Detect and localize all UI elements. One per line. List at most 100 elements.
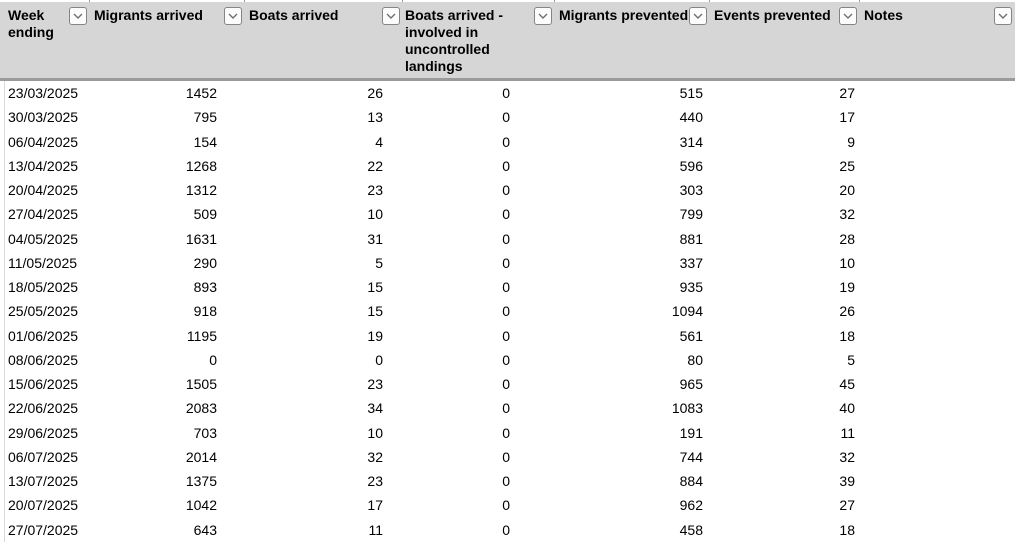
cell-migrants-prevented[interactable]: 1094: [671, 303, 703, 320]
cell-boats-uncontrolled[interactable]: 0: [502, 351, 510, 368]
cell-boats-arrived[interactable]: 34: [367, 400, 383, 417]
cell-migrants-prevented[interactable]: 440: [679, 109, 703, 126]
cell-week-ending[interactable]: 15/06/2025: [8, 376, 79, 392]
cell-boats-arrived[interactable]: 23: [367, 473, 383, 489]
cell-events-prevented[interactable]: 32: [839, 206, 855, 223]
cell-notes[interactable]: [860, 445, 1015, 469]
cell-migrants-prevented[interactable]: 561: [679, 327, 703, 344]
cell-notes[interactable]: [860, 251, 1015, 275]
filter-dropdown-week-ending[interactable]: [69, 7, 87, 25]
cell-migrants-prevented[interactable]: 1083: [671, 400, 703, 417]
cell-migrants-arrived[interactable]: 918: [193, 303, 217, 320]
cell-migrants-prevented[interactable]: 515: [679, 85, 703, 101]
cell-week-ending[interactable]: 01/06/2025: [8, 327, 79, 344]
cell-boats-uncontrolled[interactable]: 0: [502, 279, 510, 295]
cell-events-prevented[interactable]: 25: [839, 157, 855, 174]
cell-notes[interactable]: [860, 202, 1015, 226]
cell-boats-uncontrolled[interactable]: 0: [502, 327, 510, 344]
cell-migrants-prevented[interactable]: 596: [679, 157, 703, 174]
cell-migrants-arrived[interactable]: 1312: [185, 182, 217, 198]
cell-boats-uncontrolled[interactable]: 0: [502, 521, 510, 538]
filter-dropdown-events-prevented[interactable]: [839, 7, 857, 25]
cell-migrants-prevented[interactable]: 965: [679, 376, 703, 392]
cell-notes[interactable]: [860, 130, 1015, 154]
cell-migrants-arrived[interactable]: 2083: [185, 400, 217, 417]
cell-migrants-arrived[interactable]: 1268: [185, 157, 217, 174]
cell-migrants-prevented[interactable]: 962: [679, 497, 703, 514]
cell-notes[interactable]: [860, 518, 1015, 542]
cell-events-prevented[interactable]: 18: [839, 327, 855, 344]
cell-week-ending[interactable]: 25/05/2025: [8, 303, 79, 320]
cell-boats-uncontrolled[interactable]: 0: [502, 497, 510, 514]
cell-notes[interactable]: [860, 154, 1015, 178]
cell-boats-arrived[interactable]: 22: [367, 157, 383, 174]
cell-notes[interactable]: [860, 372, 1015, 396]
cell-migrants-arrived[interactable]: 1505: [185, 376, 217, 392]
cell-events-prevented[interactable]: 19: [839, 279, 855, 295]
cell-migrants-arrived[interactable]: 0: [209, 351, 217, 368]
cell-migrants-prevented[interactable]: 884: [679, 473, 703, 489]
cell-week-ending[interactable]: 20/07/2025: [8, 497, 79, 514]
cell-events-prevented[interactable]: 28: [839, 230, 855, 247]
cell-boats-uncontrolled[interactable]: 0: [502, 109, 510, 126]
cell-boats-arrived[interactable]: 15: [367, 303, 383, 320]
cell-boats-arrived[interactable]: 32: [367, 448, 383, 465]
cell-boats-arrived[interactable]: 15: [367, 279, 383, 295]
cell-boats-arrived[interactable]: 31: [367, 230, 383, 247]
filter-dropdown-migrants-prevented[interactable]: [689, 7, 707, 25]
filter-dropdown-boats-arrived[interactable]: [382, 7, 400, 25]
cell-events-prevented[interactable]: 45: [839, 376, 855, 392]
cell-week-ending[interactable]: 27/04/2025: [8, 206, 79, 223]
filter-dropdown-boats-uncontrolled-landings[interactable]: [534, 7, 552, 25]
cell-migrants-arrived[interactable]: 154: [193, 133, 217, 150]
cell-notes[interactable]: [860, 324, 1015, 348]
cell-migrants-arrived[interactable]: 1042: [185, 497, 217, 514]
cell-week-ending[interactable]: 13/07/2025: [8, 473, 79, 489]
cell-notes[interactable]: [860, 348, 1015, 372]
cell-migrants-prevented[interactable]: 80: [687, 351, 703, 368]
cell-boats-uncontrolled[interactable]: 0: [502, 448, 510, 465]
cell-boats-arrived[interactable]: 4: [375, 133, 383, 150]
cell-boats-arrived[interactable]: 23: [367, 182, 383, 198]
cell-boats-uncontrolled[interactable]: 0: [502, 182, 510, 198]
cell-boats-arrived[interactable]: 17: [367, 497, 383, 514]
cell-migrants-prevented[interactable]: 458: [679, 521, 703, 538]
cell-week-ending[interactable]: 30/03/2025: [8, 109, 79, 126]
filter-dropdown-migrants-arrived[interactable]: [224, 7, 242, 25]
column-header-boats-uncontrolled-landings[interactable]: Boats arrived - involved in uncontrolled…: [403, 2, 555, 78]
cell-events-prevented[interactable]: 20: [839, 182, 855, 198]
cell-migrants-prevented[interactable]: 935: [679, 279, 703, 295]
cell-boats-arrived[interactable]: 26: [367, 85, 383, 101]
cell-events-prevented[interactable]: 5: [847, 351, 855, 368]
cell-boats-uncontrolled[interactable]: 0: [502, 206, 510, 223]
cell-week-ending[interactable]: 23/03/2025: [8, 85, 79, 101]
cell-week-ending[interactable]: 22/06/2025: [8, 400, 79, 417]
cell-migrants-arrived[interactable]: 509: [193, 206, 217, 223]
column-header-boats-arrived[interactable]: Boats arrived: [245, 2, 403, 78]
cell-notes[interactable]: [860, 469, 1015, 493]
cell-boats-arrived[interactable]: 5: [375, 254, 383, 271]
cell-events-prevented[interactable]: 10: [839, 254, 855, 271]
cell-events-prevented[interactable]: 18: [839, 521, 855, 538]
cell-notes[interactable]: [860, 396, 1015, 420]
cell-migrants-arrived[interactable]: 643: [193, 521, 217, 538]
cell-week-ending[interactable]: 06/04/2025: [8, 133, 79, 150]
cell-migrants-prevented[interactable]: 191: [679, 424, 703, 441]
cell-notes[interactable]: [860, 227, 1015, 251]
cell-boats-uncontrolled[interactable]: 0: [502, 473, 510, 489]
cell-migrants-arrived[interactable]: 1375: [185, 473, 217, 489]
cell-migrants-arrived[interactable]: 795: [193, 109, 217, 126]
cell-migrants-prevented[interactable]: 337: [679, 254, 703, 271]
cell-notes[interactable]: [860, 493, 1015, 517]
cell-boats-arrived[interactable]: 19: [367, 327, 383, 344]
cell-boats-uncontrolled[interactable]: 0: [502, 157, 510, 174]
cell-week-ending[interactable]: 18/05/2025: [8, 279, 79, 295]
cell-week-ending[interactable]: 13/04/2025: [8, 157, 79, 174]
cell-boats-uncontrolled[interactable]: 0: [502, 400, 510, 417]
cell-migrants-arrived[interactable]: 1452: [185, 85, 217, 101]
cell-migrants-prevented[interactable]: 744: [679, 448, 703, 465]
cell-boats-arrived[interactable]: 13: [367, 109, 383, 126]
column-header-migrants-prevented[interactable]: Migrants prevented: [555, 2, 710, 78]
cell-boats-arrived[interactable]: 10: [367, 206, 383, 223]
column-header-events-prevented[interactable]: Events prevented: [710, 2, 860, 78]
